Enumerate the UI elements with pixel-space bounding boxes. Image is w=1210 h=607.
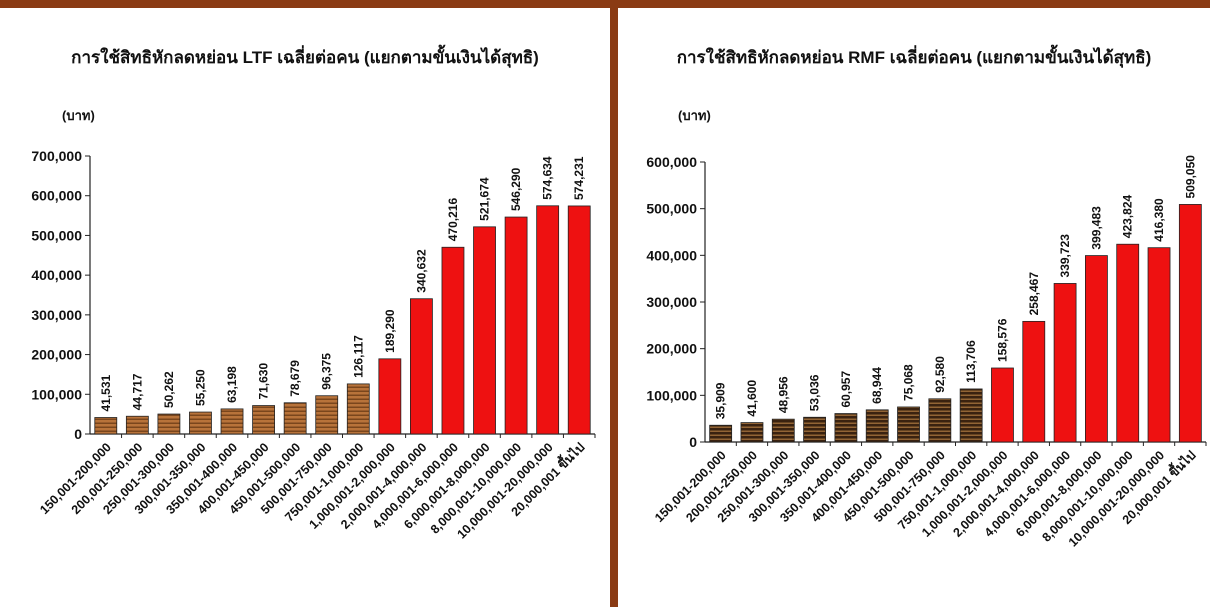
ltf-bar bbox=[346, 383, 370, 435]
ltf-value-label: 44,717 bbox=[130, 373, 144, 410]
ltf-value-label: 470,216 bbox=[446, 198, 460, 242]
ltf-bar bbox=[189, 411, 212, 435]
rmf-bar bbox=[897, 406, 920, 443]
rmf-bar bbox=[1053, 283, 1077, 443]
ltf-chart-title: การใช้สิทธิหักลดหย่อน LTF เฉลี่ยต่อคน (แ… bbox=[71, 48, 539, 67]
ltf-value-label: 126,117 bbox=[351, 335, 365, 378]
ltf-bar bbox=[283, 402, 307, 435]
rmf-bar bbox=[991, 367, 1014, 443]
rmf-bar bbox=[1022, 320, 1046, 443]
rmf-y-tick-label: 600,000 bbox=[646, 154, 697, 170]
rmf-bar bbox=[1116, 243, 1140, 443]
rmf-value-label: 41,600 bbox=[745, 380, 759, 417]
ltf-value-label: 96,375 bbox=[320, 353, 334, 390]
rmf-y-tick-label: 100,000 bbox=[646, 387, 697, 403]
ltf-value-label: 546,290 bbox=[509, 167, 523, 211]
rmf-value-label: 113,706 bbox=[964, 340, 978, 383]
ltf-y-tick-label: 300,000 bbox=[31, 307, 82, 323]
ltf-bar bbox=[94, 417, 118, 435]
ltf-bar-chart: 0 100,000 200,000 300,000 400,000 500,000 600,… bbox=[31, 148, 596, 542]
rmf-y-tick-label: 400,000 bbox=[646, 247, 697, 263]
rmf-chart-title: การใช้สิทธิหักลดหย่อน RMF เฉลี่ยต่อคน (แ… bbox=[676, 48, 1152, 67]
rmf-bar-chart: 0 100,000 200,000 300,000 400,000 500,000 600,… bbox=[646, 154, 1207, 550]
rmf-y-tick-label: 0 bbox=[689, 434, 697, 450]
rmf-y-tick-label: 300,000 bbox=[646, 294, 697, 310]
ltf-y-tick-label: 600,000 bbox=[31, 188, 82, 204]
rmf-y-axis-unit: (บาท) bbox=[678, 108, 711, 123]
ltf-bar bbox=[504, 216, 528, 435]
rmf-y-tick-label: 500,000 bbox=[646, 201, 697, 217]
ltf-value-label: 521,674 bbox=[478, 177, 492, 221]
rmf-value-label: 68,944 bbox=[870, 367, 884, 404]
ltf-bar bbox=[378, 358, 402, 435]
ltf-bar bbox=[157, 413, 181, 435]
rmf-value-label: 48,956 bbox=[776, 376, 790, 413]
ltf-chart-panel: การใช้สิทธิหักลดหย่อน LTF เฉลี่ยต่อคน (แ… bbox=[0, 8, 610, 607]
rmf-value-label: 75,068 bbox=[902, 364, 916, 401]
ltf-bar bbox=[220, 408, 244, 435]
rmf-value-label: 158,576 bbox=[995, 318, 1009, 362]
rmf-bar bbox=[1178, 204, 1202, 443]
rmf-bar bbox=[740, 422, 764, 443]
rmf-bar bbox=[1147, 247, 1171, 443]
rmf-bar bbox=[865, 409, 889, 443]
ltf-bar bbox=[473, 226, 496, 435]
rmf-value-label: 258,467 bbox=[1027, 272, 1041, 316]
rmf-value-label: 92,580 bbox=[933, 356, 947, 393]
rmf-chart-panel: การใช้สิทธิหักลดหย่อน RMF เฉลี่ยต่อคน (แ… bbox=[618, 8, 1210, 607]
rmf-value-label: 423,824 bbox=[1121, 195, 1135, 239]
ltf-bar bbox=[441, 246, 465, 435]
ltf-value-label: 50,262 bbox=[162, 371, 176, 408]
ltf-bar bbox=[252, 405, 275, 435]
rmf-y-tick-label: 200,000 bbox=[646, 341, 697, 357]
ltf-bar bbox=[536, 205, 560, 435]
ltf-value-label: 340,632 bbox=[414, 249, 428, 293]
ltf-value-label: 55,250 bbox=[193, 369, 207, 406]
rmf-bar bbox=[959, 388, 983, 443]
ltf-y-tick-label: 100,000 bbox=[31, 386, 82, 402]
ltf-value-label: 78,679 bbox=[288, 360, 302, 397]
ltf-bar bbox=[410, 298, 433, 435]
ltf-bar bbox=[567, 205, 591, 435]
ltf-y-tick-label: 0 bbox=[74, 426, 82, 442]
ltf-y-tick-label: 700,000 bbox=[31, 148, 82, 164]
ltf-y-tick-label: 400,000 bbox=[31, 267, 82, 283]
rmf-value-label: 339,723 bbox=[1058, 234, 1072, 278]
ltf-y-axis-unit: (บาท) bbox=[62, 108, 95, 123]
rmf-bar bbox=[709, 424, 733, 443]
ltf-value-label: 41,531 bbox=[99, 374, 113, 411]
ltf-y-tick-label: 500,000 bbox=[31, 227, 82, 243]
rmf-value-label: 53,036 bbox=[808, 374, 822, 411]
ltf-value-label: 574,231 bbox=[572, 156, 586, 200]
rmf-bar bbox=[1085, 255, 1108, 443]
ltf-bar bbox=[315, 395, 339, 435]
ltf-bar bbox=[125, 415, 149, 435]
rmf-value-label: 509,050 bbox=[1183, 155, 1197, 199]
ltf-value-label: 71,630 bbox=[257, 363, 271, 400]
rmf-value-label: 399,483 bbox=[1089, 206, 1103, 250]
rmf-value-label: 35,909 bbox=[714, 382, 728, 419]
ltf-y-tick-label: 200,000 bbox=[31, 347, 82, 363]
ltf-value-label: 63,198 bbox=[225, 366, 239, 403]
ltf-value-label: 189,290 bbox=[383, 309, 397, 353]
rmf-bar bbox=[834, 413, 858, 443]
rmf-bar bbox=[928, 398, 952, 443]
rmf-value-label: 60,957 bbox=[839, 371, 853, 408]
rmf-bar bbox=[771, 418, 795, 443]
rmf-value-label: 416,380 bbox=[1152, 198, 1166, 242]
rmf-bar bbox=[803, 416, 826, 443]
ltf-value-label: 574,634 bbox=[541, 156, 555, 200]
